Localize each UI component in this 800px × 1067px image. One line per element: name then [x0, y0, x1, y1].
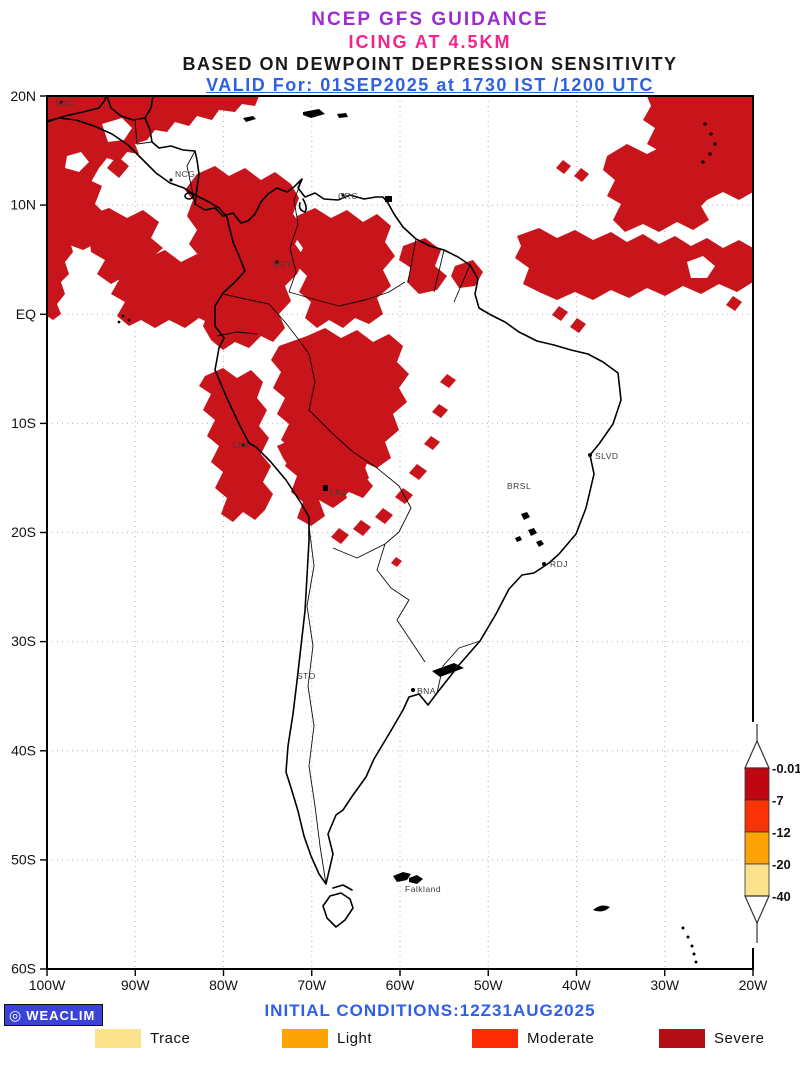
lat-label-50s: 50S: [11, 851, 36, 867]
lon-label-100w: 100W: [29, 977, 66, 993]
city-label-ncg: NCG: [175, 169, 195, 179]
lon-label-40w: 40W: [562, 977, 592, 993]
lat-axis-labels: 20N 10N EQ 10S 20S 30S 40S 50S 60S: [10, 88, 36, 977]
legend-item-severe: Severe: [659, 1029, 765, 1048]
map-canvas: MXC NCG CRC BGT LIM LPZ SLVD BRSL RDJ ST…: [10, 88, 800, 993]
city-labels: MXC NCG CRC BGT LIM LPZ SLVD BRSL RDJ ST…: [55, 98, 619, 894]
lat-label-10s: 10S: [11, 415, 36, 431]
city-label-bgt: BGT: [273, 259, 292, 269]
lat-label-30s: 30S: [11, 633, 36, 649]
lon-label-80w: 80W: [209, 977, 239, 993]
islands: [59, 100, 717, 964]
lon-label-60w: 60W: [386, 977, 416, 993]
title-model: NCEP GFS GUIDANCE: [311, 9, 549, 30]
legend-item-light: Light: [282, 1029, 372, 1048]
city-label-slvd: SLVD: [595, 451, 619, 461]
coastlines: [46, 95, 622, 928]
lat-label-20s: 20S: [11, 524, 36, 540]
weaclim-logo-icon: ◎: [9, 1006, 23, 1023]
colorbar-label-3: -20: [772, 857, 791, 872]
legend-item-trace: Trace: [95, 1029, 190, 1048]
colorbar-label-4: -40: [772, 889, 791, 904]
lon-label-50w: 50W: [474, 977, 504, 993]
colorbar-label-2: -12: [772, 825, 791, 840]
lon-axis-labels: 100W 90W 80W 70W 60W 50W 40W 30W 20W: [29, 977, 768, 993]
colorbar-seg-light: [744, 831, 770, 865]
icing-areas: [47, 96, 753, 567]
legend-label-trace: Trace: [150, 1030, 191, 1047]
island-label-falkland: Falkland: [405, 884, 441, 894]
lon-label-70w: 70W: [297, 977, 327, 993]
legend-label-moderate: Moderate: [527, 1030, 595, 1047]
legend-label-severe: Severe: [714, 1030, 765, 1047]
lat-label-eq: EQ: [16, 306, 36, 322]
title-valid-time: VALID For: 01SEP2025 at 1730 IST /1200 U…: [206, 75, 654, 95]
legend-item-moderate: Moderate: [472, 1029, 594, 1048]
colorbar-label-0: -0.01: [772, 761, 800, 776]
legend-swatch-moderate: [472, 1029, 518, 1048]
country-borders: [134, 119, 481, 885]
city-label-lpz: LPZ: [330, 487, 347, 497]
title-product: ICING AT 4.5KM: [348, 32, 512, 52]
city-label-mxc: MXC: [55, 98, 75, 108]
city-label-sto: STO: [297, 671, 316, 681]
colorbar-label-1: -7: [772, 793, 784, 808]
legend-label-light: Light: [337, 1030, 373, 1047]
city-label-rdj: RDJ: [550, 559, 568, 569]
initial-conditions-text: INITIAL CONDITIONS:12Z31AUG2025: [264, 1001, 596, 1020]
city-label-lim: LIM: [233, 440, 249, 450]
lon-label-90w: 90W: [121, 977, 151, 993]
lat-label-60s: 60S: [11, 961, 36, 977]
lat-label-10n: 10N: [10, 197, 36, 213]
colorbar-seg-trace: [744, 863, 770, 897]
weaclim-logo-badge: ◎ WEACLIM: [4, 1004, 104, 1026]
colorbar-seg-severe: [744, 767, 770, 801]
city-label-bna: BNA: [417, 686, 436, 696]
legend-swatch-severe: [659, 1029, 705, 1048]
legend-swatch-trace: [95, 1029, 141, 1048]
colorbar: -0.01 -7 -12 -20 -40: [739, 722, 800, 948]
city-label-crc: CRC: [338, 191, 358, 201]
title-method: BASED ON DEWPOINT DEPRESSION SENSITIVITY: [182, 54, 678, 74]
legend-swatch-light: [282, 1029, 328, 1048]
weaclim-logo-text: WEACLIM: [26, 1007, 96, 1023]
axis-ticks: [40, 95, 754, 976]
lat-label-20n: 20N: [10, 88, 36, 104]
lat-label-40s: 40S: [11, 742, 36, 758]
lon-label-30w: 30W: [650, 977, 680, 993]
city-label-brsl: BRSL: [507, 481, 531, 491]
lon-label-20w: 20W: [739, 977, 769, 993]
colorbar-arrow-down: [744, 895, 770, 925]
colorbar-seg-moderate: [744, 799, 770, 833]
